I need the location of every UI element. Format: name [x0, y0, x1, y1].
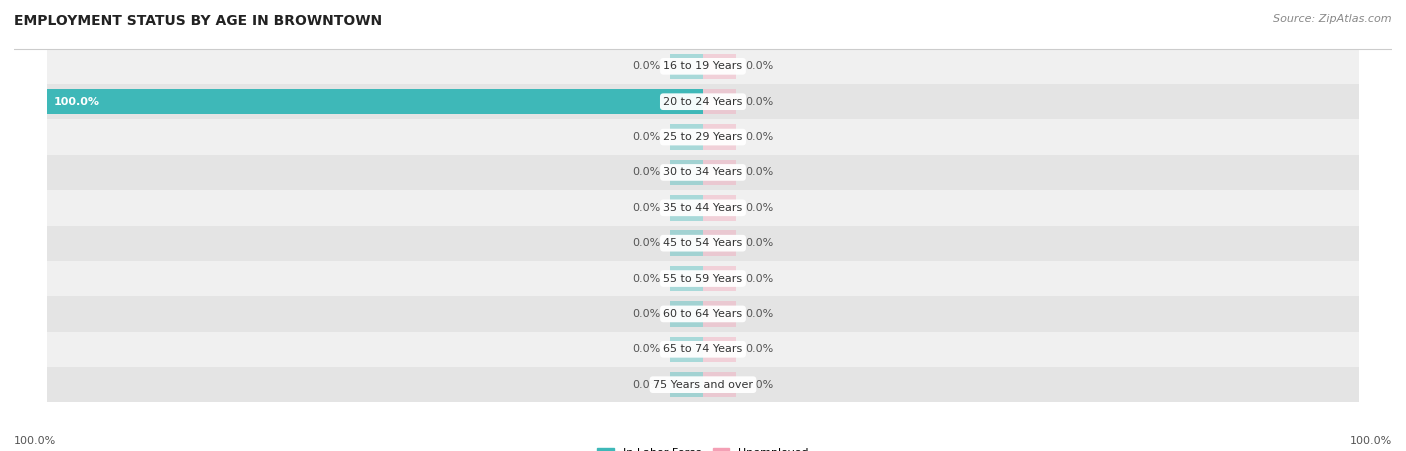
Text: 0.0%: 0.0% [745, 167, 773, 177]
Bar [671, 124, 703, 150]
Bar [703, 54, 735, 79]
Bar [671, 230, 703, 256]
Bar [703, 336, 735, 362]
Bar [671, 195, 703, 221]
Bar [703, 124, 735, 150]
Text: 30 to 34 Years: 30 to 34 Years [664, 167, 742, 177]
Bar [703, 230, 735, 256]
Text: 100.0%: 100.0% [1350, 437, 1392, 446]
Bar [703, 195, 735, 221]
Bar [703, 372, 735, 397]
Bar [46, 49, 1360, 84]
Bar [703, 160, 735, 185]
Text: 0.0%: 0.0% [633, 203, 661, 213]
Bar [46, 190, 1360, 226]
Text: 45 to 54 Years: 45 to 54 Years [664, 238, 742, 248]
Bar [46, 155, 1360, 190]
Text: 0.0%: 0.0% [745, 61, 773, 71]
Text: 0.0%: 0.0% [745, 97, 773, 107]
Text: 75 Years and over: 75 Years and over [652, 380, 754, 390]
Text: 0.0%: 0.0% [633, 132, 661, 142]
Text: 0.0%: 0.0% [633, 274, 661, 284]
Bar [671, 301, 703, 327]
Bar [46, 261, 1360, 296]
Legend: In Labor Force, Unemployed: In Labor Force, Unemployed [598, 448, 808, 451]
Text: 16 to 19 Years: 16 to 19 Years [664, 61, 742, 71]
Text: 0.0%: 0.0% [745, 380, 773, 390]
Text: 0.0%: 0.0% [745, 132, 773, 142]
Text: 100.0%: 100.0% [53, 97, 100, 107]
Text: 0.0%: 0.0% [633, 344, 661, 354]
Text: 25 to 29 Years: 25 to 29 Years [664, 132, 742, 142]
Text: 0.0%: 0.0% [633, 238, 661, 248]
Text: 0.0%: 0.0% [633, 167, 661, 177]
Text: 0.0%: 0.0% [745, 274, 773, 284]
Text: 0.0%: 0.0% [745, 309, 773, 319]
Bar [703, 266, 735, 291]
Bar [46, 89, 703, 115]
Text: 100.0%: 100.0% [14, 437, 56, 446]
Bar [671, 336, 703, 362]
Bar [671, 54, 703, 79]
Text: 65 to 74 Years: 65 to 74 Years [664, 344, 742, 354]
Bar [671, 372, 703, 397]
Bar [671, 266, 703, 291]
Text: 20 to 24 Years: 20 to 24 Years [664, 97, 742, 107]
Text: Source: ZipAtlas.com: Source: ZipAtlas.com [1274, 14, 1392, 23]
Bar [46, 331, 1360, 367]
Bar [703, 301, 735, 327]
Bar [46, 84, 1360, 120]
Text: 0.0%: 0.0% [633, 380, 661, 390]
Text: 35 to 44 Years: 35 to 44 Years [664, 203, 742, 213]
Text: EMPLOYMENT STATUS BY AGE IN BROWNTOWN: EMPLOYMENT STATUS BY AGE IN BROWNTOWN [14, 14, 382, 28]
Bar [46, 120, 1360, 155]
Text: 0.0%: 0.0% [745, 344, 773, 354]
Bar [46, 296, 1360, 331]
Text: 0.0%: 0.0% [745, 203, 773, 213]
Bar [671, 160, 703, 185]
Text: 0.0%: 0.0% [745, 238, 773, 248]
Text: 55 to 59 Years: 55 to 59 Years [664, 274, 742, 284]
Text: 60 to 64 Years: 60 to 64 Years [664, 309, 742, 319]
Text: 0.0%: 0.0% [633, 61, 661, 71]
Text: 0.0%: 0.0% [633, 309, 661, 319]
Bar [46, 226, 1360, 261]
Bar [703, 89, 735, 115]
Bar [46, 367, 1360, 402]
